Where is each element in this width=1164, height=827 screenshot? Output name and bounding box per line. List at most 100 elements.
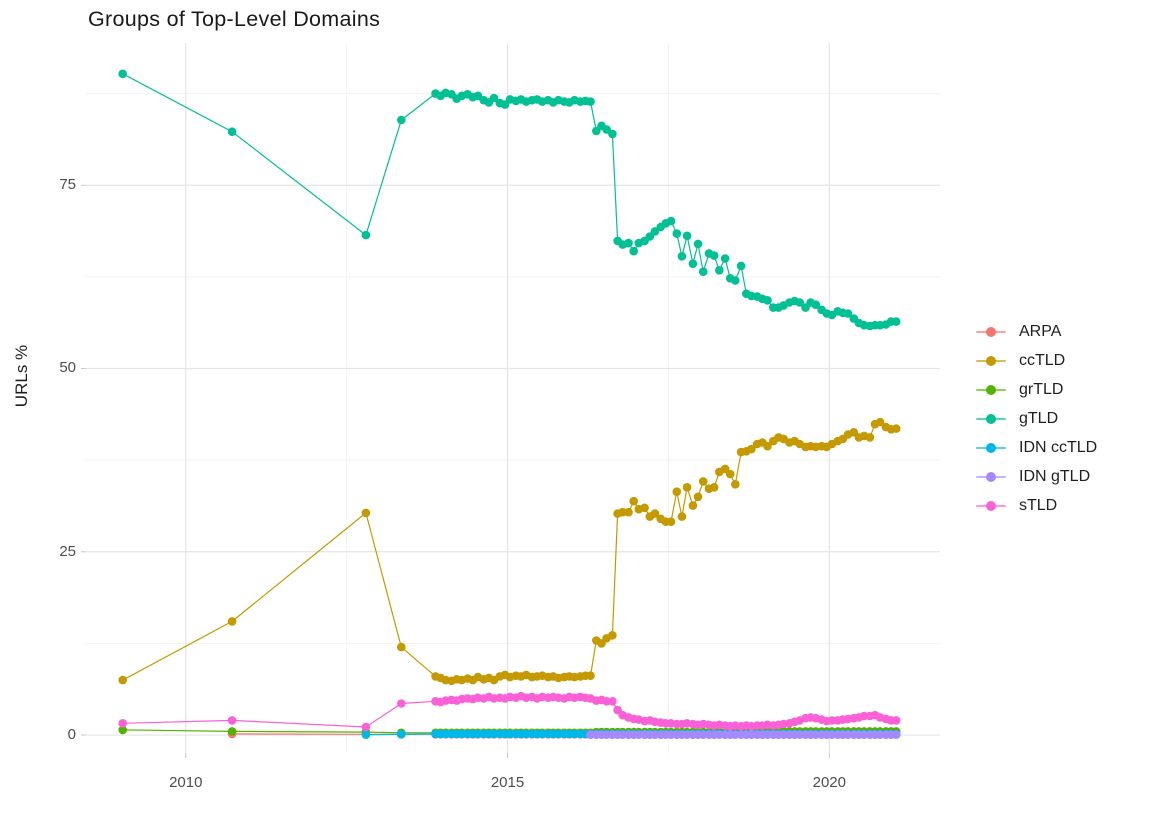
data-point [698,477,708,486]
data-point [688,501,698,510]
data-point [118,725,127,735]
data-point [624,507,633,517]
legend-key-icon [976,413,1006,425]
series-gtld [118,69,901,331]
legend-key-icon [976,442,1006,454]
data-point [118,69,127,79]
legend-label: gTLD [1019,409,1059,427]
legend-key-icon [976,500,1006,512]
legend-item-idn-cctld: IDN ccTLD [976,433,1097,462]
y-tick-label: 25 [59,542,76,560]
data-point [875,417,885,427]
data-point [227,127,237,136]
data-point [361,722,371,732]
data-point [361,730,371,739]
x-tick-label: 2010 [169,774,203,791]
data-point [688,259,698,269]
data-point [666,216,676,226]
data-point [763,441,772,451]
data-point [118,719,127,728]
data-point [731,276,740,285]
data-point [715,266,724,275]
data-point [693,492,703,502]
data-point [720,254,730,263]
data-point [747,444,756,454]
data-point [397,115,406,125]
series-stld [118,691,901,732]
data-point [608,631,617,640]
x-tick-label: 2020 [812,774,846,791]
legend-label: ccTLD [1019,351,1066,369]
data-point [672,229,682,238]
gridlines [81,43,940,758]
series-cctld [118,417,901,686]
data-point [227,727,237,736]
legend-key-icon [976,384,1006,396]
data-point [709,251,719,260]
data-point [586,671,595,680]
data-point [891,716,901,725]
data-point [891,424,901,433]
data-point [629,246,638,256]
data-point [736,261,746,271]
data-point [677,251,687,261]
data-point [608,129,617,139]
legend-label: IDN ccTLD [1019,438,1098,456]
data-point [677,512,687,521]
legend-key-icon [976,355,1006,367]
chart-title: Groups of Top-Level Domains [88,7,381,31]
data-point [693,239,703,249]
data-point [698,267,708,277]
data-point [891,730,901,739]
data-point [811,300,821,310]
legend-label: sTLD [1019,496,1058,514]
data-point [843,309,853,318]
legend: ARPA ccTLD grTLD gTLD IDN ccTLD IDN gTLD sTLD [976,317,1097,520]
data-point [227,716,237,725]
legend-label: grTLD [1019,380,1064,398]
data-point [682,483,692,492]
data-point [586,97,595,106]
data-point [624,238,633,248]
data-point [361,508,371,518]
data-point [397,642,406,652]
data-point [666,517,676,526]
data-point [682,231,692,241]
legend-item-gtld: gTLD [976,404,1097,433]
y-tick-label: 75 [59,176,76,194]
legend-item-stld: sTLD [976,491,1097,520]
y-tick-label: 50 [59,359,76,377]
data-point [397,730,406,739]
data-point [227,617,237,626]
legend-label: IDN gTLD [1019,467,1091,485]
data-point [763,296,772,305]
data-point [650,509,660,518]
legend-key-icon [976,326,1006,338]
legend-item-idn-gtld: IDN gTLD [976,462,1097,491]
data-point [489,93,499,103]
data-point [795,298,804,307]
legend-item-arpa: ARPA [976,317,1097,346]
legend-item-cctld: ccTLD [976,346,1097,375]
legend-item-grtld: grTLD [976,375,1097,404]
series-idn-gtld [586,730,901,739]
legend-label: ARPA [1019,322,1062,340]
data-point [640,503,649,513]
series-line [122,73,897,327]
data-point [865,433,875,442]
data-point [672,487,682,497]
data-point [629,496,638,506]
data-point [397,699,406,708]
data-point [725,469,735,479]
data-point [118,675,127,685]
x-tick-label: 2015 [490,774,525,791]
legend-key-icon [976,471,1006,483]
data-point [361,230,371,240]
data-point [891,317,901,326]
data-point [592,126,601,136]
data-point [731,480,740,489]
data-point [709,483,719,492]
y-tick-label: 0 [67,726,76,744]
data-point [608,697,617,706]
